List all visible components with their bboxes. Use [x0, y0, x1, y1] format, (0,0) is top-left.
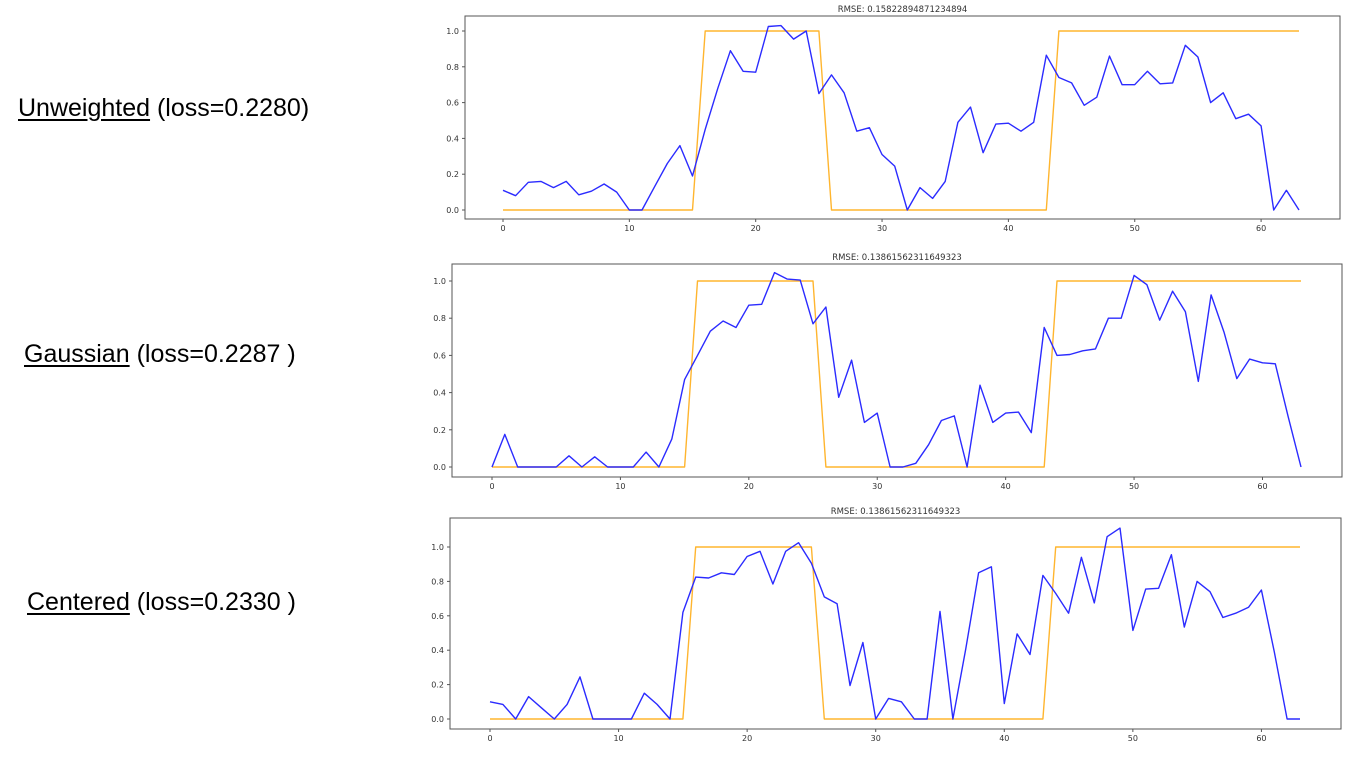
y-tick-label: 0.0 — [431, 715, 444, 724]
method-name: Unweighted — [18, 94, 151, 122]
x-tick-label: 10 — [613, 734, 623, 743]
x-tick-label: 40 — [1001, 482, 1011, 491]
loss-text: (loss=0.2330 ) — [129, 588, 296, 616]
x-tick-label: 20 — [742, 734, 752, 743]
x-tick-label: 30 — [871, 734, 881, 743]
x-tick-label: 30 — [872, 482, 882, 491]
axes-frame — [449, 517, 1342, 730]
x-tick-label: 20 — [751, 224, 761, 233]
x-tick-label: 10 — [624, 224, 634, 233]
row-label-gaussian: Gaussian (loss=0.2287 ) — [24, 340, 296, 369]
x-tick-label: 10 — [615, 482, 625, 491]
x-tick-label: 60 — [1256, 224, 1266, 233]
y-tick-label: 0.0 — [433, 463, 446, 472]
y-tick-label: 0.8 — [431, 577, 444, 586]
predicted-line — [489, 527, 1300, 720]
chart-3: RMSE: 0.13861562311649323 0.0 0.2 0.4 0.6 0.8… — [431, 507, 1342, 743]
x-tick-label: 60 — [1257, 482, 1267, 491]
y-tick-label: 0.8 — [446, 63, 459, 72]
y-tick-label: 0.0 — [446, 206, 459, 215]
axes-frame — [464, 15, 1341, 220]
y-tick-label: 0.2 — [446, 170, 459, 179]
x-tick-label: 50 — [1129, 482, 1139, 491]
y-tick-label: 1.0 — [446, 27, 459, 36]
target-line — [503, 30, 1299, 211]
x-tick-label: 50 — [1128, 734, 1138, 743]
x-tick-label: 20 — [744, 482, 754, 491]
method-name: Centered — [27, 588, 130, 616]
y-tick-label: 0.2 — [433, 426, 446, 435]
axes-frame — [451, 263, 1343, 478]
loss-text: (loss=0.2280) — [150, 94, 310, 122]
y-tick-label: 1.0 — [433, 277, 446, 286]
x-tick-label: 30 — [877, 224, 887, 233]
predicted-line — [502, 24, 1300, 211]
x-tick-label: 40 — [999, 734, 1009, 743]
chart-title: RMSE: 0.13861562311649323 — [831, 507, 961, 517]
x-tick-label: 0 — [487, 734, 492, 743]
y-tick-label: 0.4 — [433, 389, 446, 398]
target-line — [492, 280, 1301, 468]
y-tick-label: 0.6 — [446, 99, 459, 108]
y-tick-label: 0.4 — [431, 646, 444, 655]
target-line — [490, 546, 1300, 720]
chart-title: RMSE: 0.13861562311649323 — [832, 253, 962, 263]
row-label-unweighted: Unweighted (loss=0.2280) — [18, 94, 309, 123]
x-tick-label: 60 — [1256, 734, 1266, 743]
x-tick-label: 40 — [1003, 224, 1013, 233]
loss-text: (loss=0.2287 ) — [129, 340, 296, 368]
y-tick-label: 0.4 — [446, 134, 459, 143]
chart-1: RMSE: 0.15822894871234894 0.0 0.2 0.4 0.6 0.8… — [446, 5, 1341, 233]
y-tick-label: 0.8 — [433, 314, 446, 323]
y-tick-label: 0.6 — [431, 612, 444, 621]
y-tick-label: 0.2 — [431, 681, 444, 690]
x-tick-label: 50 — [1130, 224, 1140, 233]
predicted-line — [491, 271, 1302, 468]
y-tick-label: 1.0 — [431, 543, 444, 552]
y-tick-label: 0.6 — [433, 351, 446, 360]
x-tick-label: 0 — [500, 224, 505, 233]
x-tick-label: 0 — [489, 482, 494, 491]
method-name: Gaussian — [24, 340, 130, 368]
chart-title: RMSE: 0.15822894871234894 — [838, 5, 968, 15]
chart-2: RMSE: 0.13861562311649323 0.0 0.2 0.4 0.6 0.8… — [433, 253, 1343, 491]
row-label-centered: Centered (loss=0.2330 ) — [27, 588, 296, 617]
